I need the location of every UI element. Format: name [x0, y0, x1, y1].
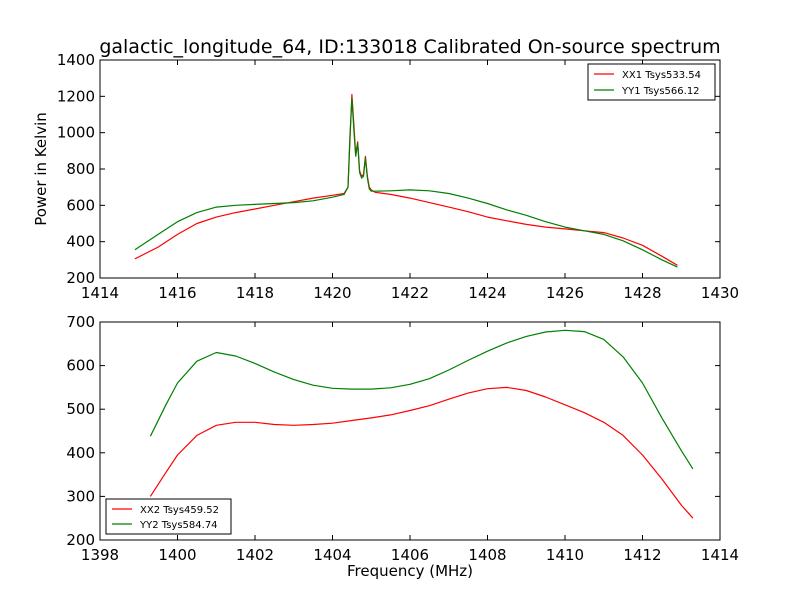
x-tick-label: 1422	[391, 284, 429, 302]
top-plot-ticks: 1414 1416 1418 1420 1422 1424 1426 1428 1430 200 4…	[57, 51, 739, 302]
x-tick-label: 1428	[623, 284, 661, 302]
x-axis-label: Frequency (MHz)	[347, 562, 473, 580]
series-line-yy1	[134, 97, 678, 268]
x-tick-label: 1400	[158, 546, 196, 564]
x-tick-label: 1430	[701, 284, 739, 302]
x-tick-label: 1408	[468, 546, 506, 564]
legend-box	[105, 498, 232, 535]
y-tick-label: 800	[66, 160, 95, 178]
legend-label-xx1: XX1 Tsys533.54	[622, 70, 701, 81]
y-tick-label: 1200	[57, 87, 95, 105]
legend-label-yy2: YY2 Tsys584.74	[139, 520, 218, 531]
x-tick-label: 1398	[81, 546, 119, 564]
x-tick-label: 1426	[546, 284, 584, 302]
top-plot: galactic_longitude_64, ID:133018 Calibra…	[32, 36, 739, 302]
top-plot-legend: XX1 Tsys533.54 YY1 Tsys566.12	[587, 63, 716, 101]
y-tick-label: 400	[66, 233, 95, 251]
series-line-xx2	[149, 386, 694, 519]
top-plot-series	[134, 93, 678, 268]
bottom-plot-ticks: 1398 1400 1402 1404 1406 1408 1410 1412 1414 200 3…	[66, 313, 739, 564]
x-tick-label: 1416	[158, 284, 196, 302]
x-tick-label: 1418	[236, 284, 274, 302]
y-tick-label: 600	[66, 196, 95, 214]
bottom-plot: Frequency (MHz) 1398 1400 1402 1404 1406 1408…	[66, 313, 739, 580]
y-tick-label: 300	[66, 487, 95, 505]
x-tick-label: 1406	[391, 546, 429, 564]
x-tick-label: 1404	[313, 546, 351, 564]
bottom-plot-series	[149, 329, 694, 519]
legend-box	[587, 63, 716, 101]
y-tick-label: 600	[66, 357, 95, 375]
top-plot-frame	[99, 59, 721, 279]
x-tick-label: 1414	[701, 546, 739, 564]
chart-title: galactic_longitude_64, ID:133018 Calibra…	[99, 36, 720, 58]
x-tick-label: 1414	[81, 284, 119, 302]
series-line-yy2	[149, 329, 694, 470]
x-tick-label: 1420	[313, 284, 351, 302]
legend-label-yy1: YY1 Tsys566.12	[621, 86, 700, 97]
y-tick-label: 400	[66, 444, 95, 462]
x-tick-label: 1412	[623, 546, 661, 564]
y-axis-label: Power in Kelvin	[32, 112, 50, 226]
y-tick-label: 1000	[57, 124, 95, 142]
y-tick-label: 1400	[57, 51, 95, 69]
legend-label-xx2: XX2 Tsys459.52	[140, 505, 219, 516]
y-tick-label: 200	[66, 269, 95, 287]
y-tick-label: 200	[66, 531, 95, 549]
x-tick-label: 1402	[236, 546, 274, 564]
y-tick-label: 700	[66, 313, 95, 331]
x-tick-label: 1424	[468, 284, 506, 302]
bottom-plot-frame	[99, 321, 721, 541]
bottom-plot-legend: XX2 Tsys459.52 YY2 Tsys584.74	[105, 498, 232, 535]
y-tick-label: 500	[66, 400, 95, 418]
x-tick-label: 1410	[546, 546, 584, 564]
